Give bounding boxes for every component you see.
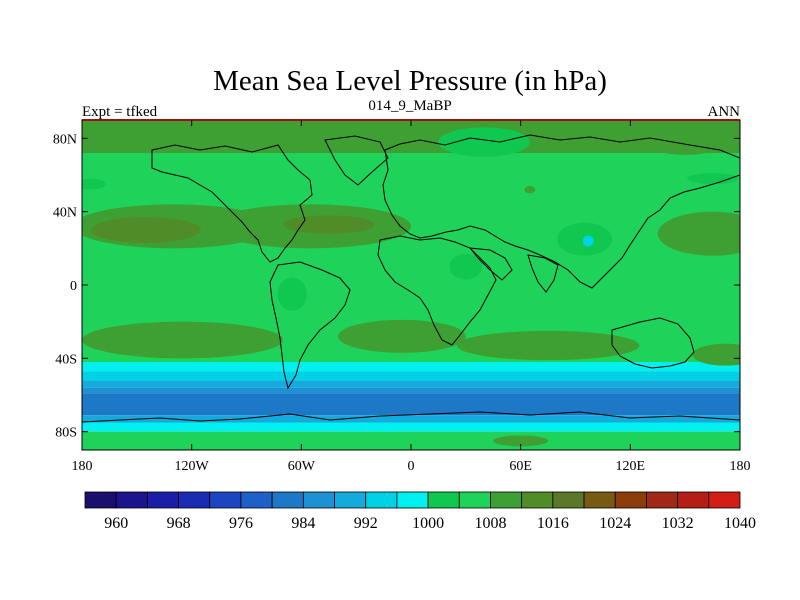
x-tick-label: 60E xyxy=(509,459,532,474)
coastline-india xyxy=(527,254,559,293)
pressure-cell-9 xyxy=(277,277,307,311)
colorbar-swatch xyxy=(458,491,491,509)
y-tick-label: 40N xyxy=(53,206,77,221)
coastline-eurasia xyxy=(382,134,740,289)
colorbar-label: 1008 xyxy=(474,515,506,532)
colorbar-label: 992 xyxy=(354,515,378,532)
colorbar-swatch xyxy=(365,491,398,509)
x-tick-label: 0 xyxy=(408,459,415,474)
pressure-cell-16 xyxy=(82,178,106,190)
experiment-label: Expt = tfked xyxy=(82,104,158,120)
colorbar-swatch xyxy=(677,491,710,509)
coastline-africa xyxy=(377,235,497,346)
colorbar-label: 984 xyxy=(291,515,315,532)
colorbar-swatch xyxy=(240,491,273,509)
colorbar-swatch xyxy=(209,491,242,509)
colorbar-label: 1016 xyxy=(537,515,569,532)
pressure-cell-1 xyxy=(91,217,201,243)
pressure-band-7 xyxy=(82,415,740,423)
x-tick-label: 180 xyxy=(72,459,93,474)
pressure-cell-11 xyxy=(337,319,466,353)
colorbar-swatch xyxy=(708,491,741,509)
x-tick-label: 120E xyxy=(616,459,646,474)
pressure-cell-18 xyxy=(493,435,549,447)
coastline-outlines xyxy=(82,134,740,423)
pressure-cell-14 xyxy=(438,127,530,157)
plot-title: Mean Sea Level Pressure (in hPa) xyxy=(213,65,607,97)
colorbar-swatch xyxy=(115,491,148,509)
y-tick-label: 80N xyxy=(53,132,77,147)
x-tick-label: 60W xyxy=(288,459,316,474)
pressure-cell-13 xyxy=(692,343,740,366)
pressure-band-5 xyxy=(82,387,740,394)
y-tick-label: 80S xyxy=(55,426,77,441)
colorbar-swatch xyxy=(302,491,335,509)
colorbar-swatch xyxy=(552,491,585,509)
pressure-band-6 xyxy=(82,393,740,416)
pressure-cell-7 xyxy=(524,186,536,194)
colorbar-label: 960 xyxy=(104,515,128,532)
colorbar-swatch xyxy=(646,491,679,509)
coastline-australia xyxy=(611,317,695,369)
x-tick-label: 120W xyxy=(175,459,210,474)
colorbar-label: 976 xyxy=(229,515,253,532)
colorbar-swatch xyxy=(614,491,647,509)
pressure-band-9 xyxy=(82,431,740,450)
coastline-antarctica xyxy=(82,411,740,423)
coastline-arabia xyxy=(468,247,513,281)
colorbar-swatch xyxy=(521,491,554,509)
coastline-greenland xyxy=(324,135,389,186)
pressure-cell-4 xyxy=(657,211,740,256)
pressure-field xyxy=(82,120,740,450)
colorbar-label: 1040 xyxy=(724,515,756,532)
pressure-cell-15 xyxy=(644,129,726,155)
x-tick-label: 180 xyxy=(730,459,751,474)
colorbar-label: 968 xyxy=(167,515,191,532)
colorbar-swatch xyxy=(84,491,117,509)
pressure-cell-8 xyxy=(449,253,483,280)
colorbar-swatch xyxy=(334,491,367,509)
pressure-band-4 xyxy=(82,380,740,388)
colorbar-label: 1032 xyxy=(662,515,694,532)
coastline-north-america xyxy=(151,144,313,263)
colorbar-swatch xyxy=(178,491,211,509)
pressure-cell-6 xyxy=(582,235,594,247)
pressure-cell-3 xyxy=(283,215,375,234)
colorbar-swatch xyxy=(396,491,429,509)
colorbar-swatch xyxy=(146,491,179,509)
pressure-band-3 xyxy=(82,371,740,381)
colorbar-label: 1024 xyxy=(599,515,631,532)
pressure-cell-12 xyxy=(456,330,640,361)
pressure-band-2 xyxy=(82,362,740,372)
colorbar-swatch xyxy=(427,491,460,509)
pressure-band-8 xyxy=(82,422,740,432)
plot-subtitle: 014_9_MaBP xyxy=(368,98,451,114)
coastline-south-america xyxy=(269,261,351,390)
colorbar: 960 968 976 984 992 1000 1008 1016 1024 1032 1040 xyxy=(84,491,756,532)
pressure-cell-17 xyxy=(686,173,739,185)
axis-ticks: 180 120W 60W 0 60E 120E 180 80N 40N 0 40S 80S xyxy=(53,120,751,474)
colorbar-label: 1000 xyxy=(412,515,444,532)
y-tick-label: 40S xyxy=(55,352,77,367)
y-tick-label: 0 xyxy=(70,279,77,294)
colorbar-swatch xyxy=(583,491,616,509)
colorbar-swatch xyxy=(490,491,523,509)
colorbar-swatch xyxy=(271,491,304,509)
pressure-cell-10 xyxy=(82,321,284,359)
season-label: ANN xyxy=(708,104,741,120)
